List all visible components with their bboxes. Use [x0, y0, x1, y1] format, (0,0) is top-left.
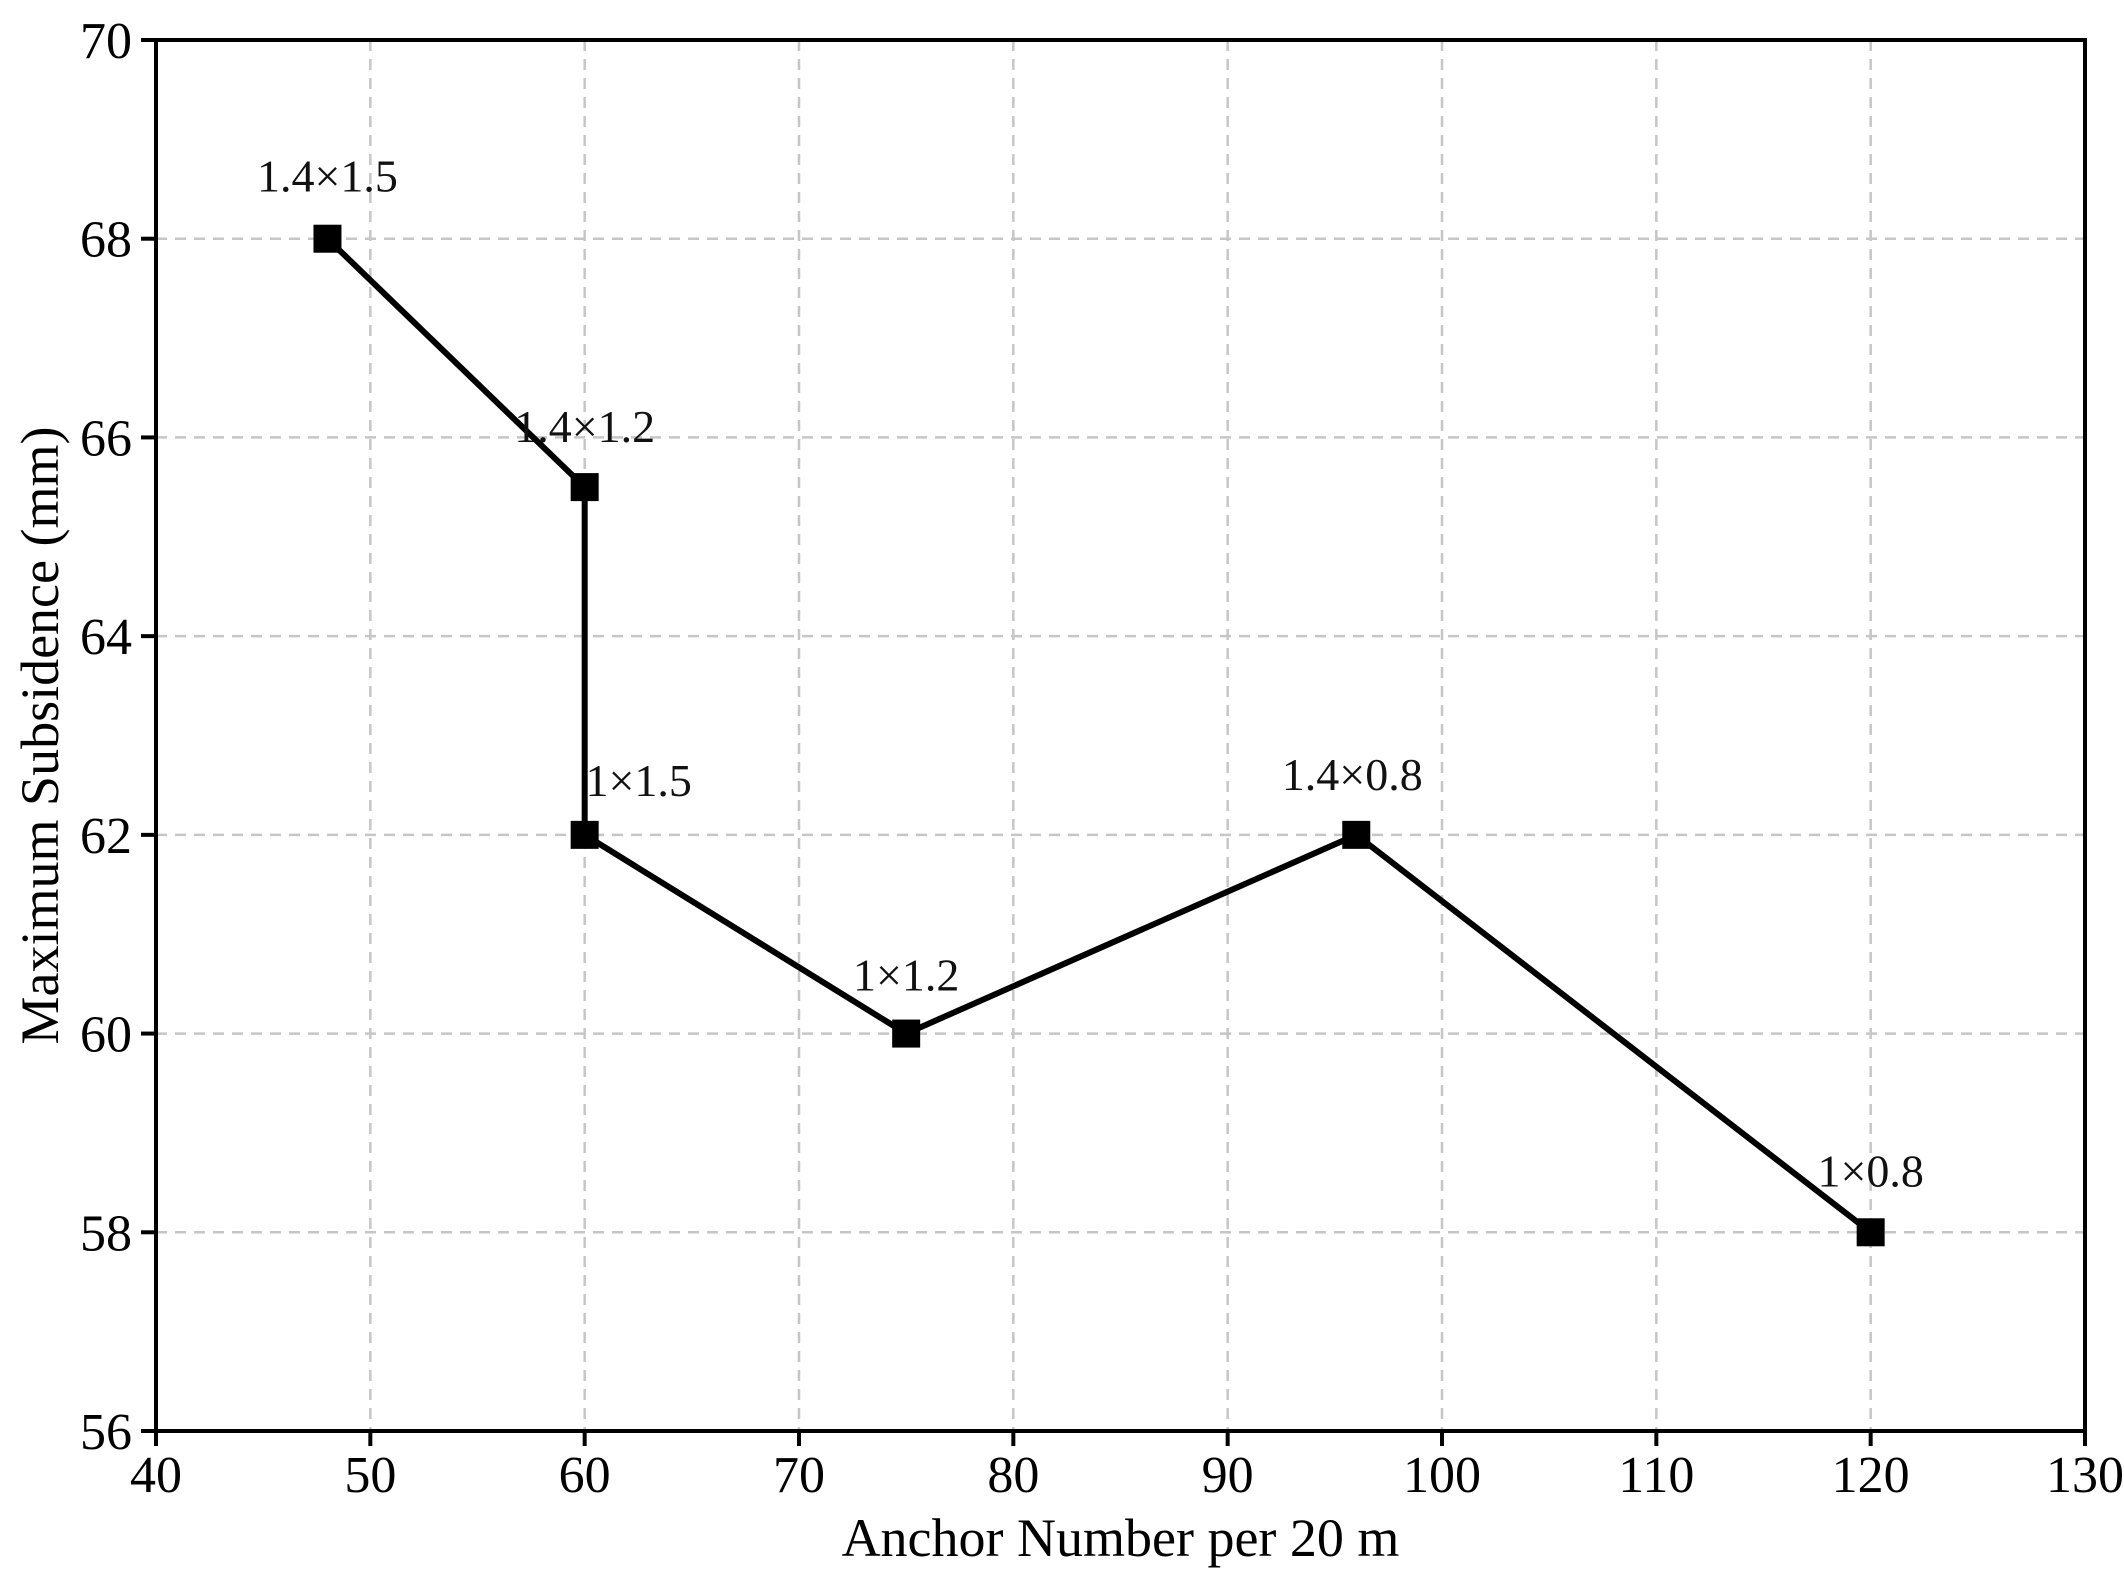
x-tick-label: 130 [2046, 1447, 2124, 1504]
axis-tick-labels: 40 50 60 70 80 90 100 110 120 130 56 58 60 62 64 66 68 70 [80, 13, 2124, 1504]
y-tick-label: 70 [80, 13, 132, 70]
y-axis-title: Maximum Subsidence (mm) [10, 427, 70, 1045]
y-tick-label: 56 [80, 1404, 132, 1461]
data-point-marker [570, 473, 599, 502]
axis-ticks [141, 38, 2087, 1446]
x-tick-label: 80 [987, 1447, 1039, 1504]
x-axis-title: Anchor Number per 20 m [842, 1508, 1400, 1568]
y-tick-label: 66 [80, 410, 132, 467]
x-tick-label: 60 [559, 1447, 611, 1504]
y-tick-label: 64 [80, 609, 132, 666]
data-point-marker [1856, 1218, 1885, 1247]
x-tick-label: 70 [773, 1447, 825, 1504]
data-point-label: 1×0.8 [1817, 1145, 1923, 1196]
data-series [313, 224, 1885, 1247]
y-tick-label: 62 [80, 808, 132, 865]
x-tick-label: 120 [1832, 1447, 1910, 1504]
plot-border [154, 38, 2087, 1433]
data-point-marker [570, 820, 599, 849]
x-tick-label: 40 [130, 1447, 182, 1504]
data-point-marker [1342, 820, 1371, 849]
x-tick-label: 90 [1202, 1447, 1254, 1504]
series-line [325, 236, 1873, 1235]
data-point-marker [892, 1019, 921, 1048]
data-point-label: 1×1.2 [853, 950, 959, 1001]
x-tick-label: 50 [344, 1447, 396, 1504]
y-tick-label: 68 [80, 212, 132, 269]
data-point-label: 1.4×1.2 [514, 401, 655, 452]
data-annotations: 1.4×1.5 1.4×1.2 1×1.5 1×1.2 1.4×0.8 1×0.8 [257, 151, 1924, 1197]
x-tick-label: 110 [1618, 1447, 1694, 1504]
data-point-label: 1.4×1.5 [257, 151, 398, 202]
y-tick-label: 58 [80, 1205, 132, 1262]
y-tick-label: 60 [80, 1007, 132, 1064]
gridlines [156, 40, 2085, 1431]
data-point-marker [313, 224, 342, 253]
data-point-label: 1×1.5 [585, 755, 691, 806]
data-point-label: 1.4×0.8 [1282, 749, 1423, 800]
x-tick-label: 100 [1403, 1447, 1481, 1504]
